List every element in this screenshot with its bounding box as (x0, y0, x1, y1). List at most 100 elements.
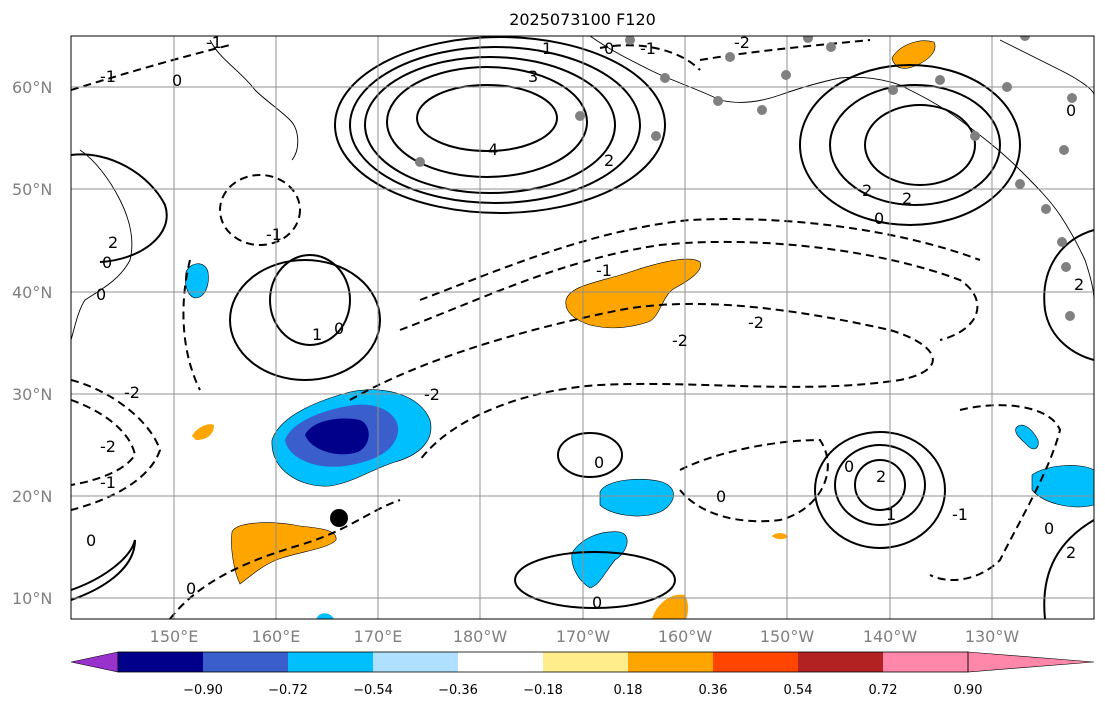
colorbar-segment (628, 652, 713, 672)
colorbar-segment (798, 652, 883, 672)
positive-anomaly-patch (192, 424, 214, 440)
contour-label: -2 (748, 313, 764, 332)
negative-anomaly-patch (316, 613, 334, 619)
colorbar-segment (543, 652, 628, 672)
colorbar-tick-label: −0.18 (523, 683, 563, 698)
positive-contours (71, 36, 1094, 619)
contour-label: -2 (100, 437, 116, 456)
colorbar-segment (203, 652, 288, 672)
positive-anomaly-patch (891, 40, 936, 69)
contour-label: 2 (1074, 275, 1084, 294)
colorbar-segment (713, 652, 798, 672)
colorbar-tick-label: 0.36 (699, 683, 728, 698)
contour-label: 0 (1066, 101, 1076, 120)
colorbar-outline (117, 651, 969, 673)
colorbar-tick-label: −0.90 (183, 683, 223, 698)
contour-label: -2 (124, 383, 140, 402)
lon-tick-label: 180°W (453, 627, 508, 646)
positive-anomaly-patch (231, 522, 337, 585)
colorbar-tick-label: 0.18 (614, 683, 643, 698)
contour-label: 2 (604, 151, 614, 170)
contour-label: -2 (424, 385, 440, 404)
negative-anomaly-core (305, 418, 369, 455)
contour-label: -2 (734, 33, 750, 52)
contour-labels: 4 3 2 1 0 2 2 0 1 0 -1 -1 0 -1 -1 -2 -1 … (86, 33, 1084, 612)
colorbar-segment (883, 652, 968, 672)
lat-tick-label: 10°N (12, 589, 52, 608)
storm-position-marker (330, 509, 348, 527)
colorbar-tick-label: 0.54 (784, 683, 813, 698)
contour-label: 0 (874, 209, 884, 228)
contour-label: 3 (528, 67, 538, 86)
contour-label: 2 (1066, 543, 1076, 562)
colorbar-segment (118, 652, 203, 672)
colorbar-tick-label: −0.54 (353, 683, 393, 698)
contour-label: 0 (334, 319, 344, 338)
positive-anomaly-patch (772, 533, 788, 540)
lat-tick-label: 40°N (12, 283, 52, 302)
map-frame (70, 35, 1095, 620)
contour-label: -1 (640, 39, 656, 58)
anomaly-shading (185, 40, 1094, 619)
contour-label: 0 (96, 285, 106, 304)
negative-anomaly-patch (599, 478, 674, 517)
negative-anomaly-patch (571, 531, 628, 589)
contour-label: 1 (886, 505, 896, 524)
contour-label: -1 (100, 67, 116, 86)
lon-tick-label: 130°W (965, 627, 1020, 646)
colorbar-tick-label: −0.36 (438, 683, 478, 698)
contour-label: 0 (592, 593, 602, 612)
lat-tick-label: 20°N (12, 487, 52, 506)
negative-anomaly-patch (1031, 465, 1094, 508)
colorbar-segment (288, 652, 373, 672)
contour-label: 0 (844, 457, 854, 476)
lon-tick-label: 160°W (658, 627, 713, 646)
coastlines (71, 36, 1094, 341)
latitude-axis: 10°N 20°N 30°N 40°N 50°N 60°N (12, 78, 52, 608)
contour-label: 0 (716, 487, 726, 506)
lat-tick-label: 50°N (12, 180, 52, 199)
contour-label: -1 (952, 505, 968, 524)
contour-label: -1 (100, 473, 116, 492)
negative-anomaly-patch (185, 263, 209, 299)
contour-label: 0 (1044, 519, 1054, 538)
contour-label: -1 (596, 261, 612, 280)
colorbar-tick-label: −0.72 (268, 683, 308, 698)
colorbar-segment (458, 652, 543, 672)
contour-label: 0 (172, 71, 182, 90)
colorbar-tick-label: 0.90 (954, 683, 983, 698)
station-markers (415, 36, 1077, 321)
colorbar-segment (373, 652, 458, 672)
contour-label: -1 (266, 225, 282, 244)
positive-anomaly-patch (565, 258, 701, 329)
contour-label: 0 (604, 39, 614, 58)
contour-label: 1 (542, 39, 552, 58)
lat-tick-label: 60°N (12, 78, 52, 97)
contour-label: 2 (902, 189, 912, 208)
contour-label: 0 (102, 253, 112, 272)
longitude-axis: 150°E 160°E 170°E 180°W 170°W 160°W 150°… (150, 627, 1020, 646)
lon-tick-label: 160°E (252, 627, 301, 646)
colorbar: −0.90 −0.72 −0.54 −0.36 −0.18 0.18 0.36 … (70, 651, 1095, 698)
contour-label: 2 (862, 181, 872, 200)
negative-anomaly-patch (1015, 424, 1039, 450)
colorbar-tick-label: 0.72 (869, 683, 898, 698)
contour-label: -1 (206, 33, 222, 52)
colorbar-high-extension (967, 651, 1095, 673)
contour-label: 0 (594, 453, 604, 472)
colorbar-low-extension (70, 651, 119, 673)
lat-tick-label: 30°N (12, 385, 52, 404)
lon-tick-label: 150°E (150, 627, 199, 646)
contour-label: 2 (108, 233, 118, 252)
contour-label: -2 (672, 331, 688, 350)
lon-tick-label: 150°W (760, 627, 815, 646)
lon-tick-label: 170°E (354, 627, 403, 646)
lon-tick-label: 170°W (556, 627, 611, 646)
graticule (71, 36, 1094, 619)
contour-label: 4 (488, 140, 498, 159)
negative-contours (71, 39, 1062, 619)
contour-label: 2 (876, 467, 886, 486)
contour-label: 0 (186, 579, 196, 598)
lon-tick-label: 140°W (863, 627, 918, 646)
